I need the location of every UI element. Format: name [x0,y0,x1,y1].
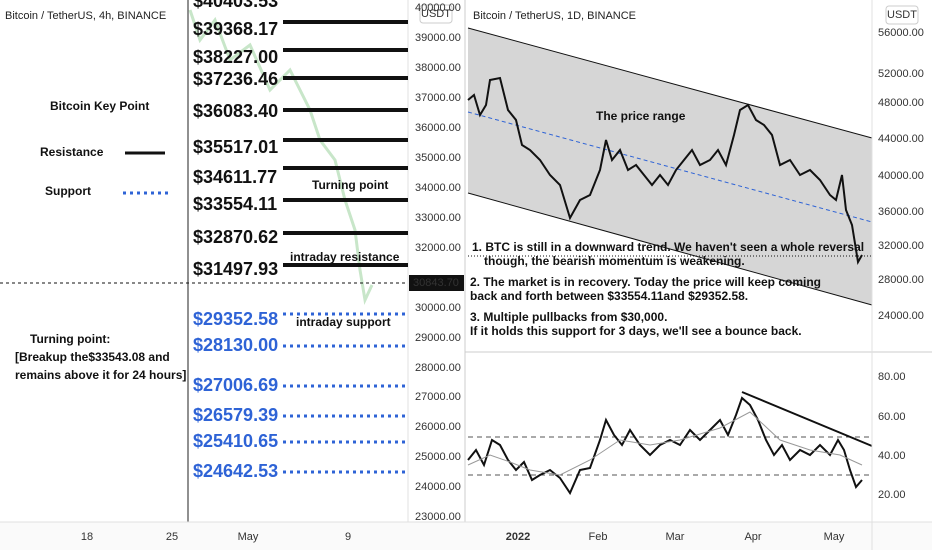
y-tick-label: 33000.00 [415,212,461,224]
resistance-level: $35517.01 [193,137,278,157]
y-tick-label: 44000.00 [878,133,924,145]
turning-note: Turning point: [30,332,110,346]
note-line: 1. BTC is still in a downward trend. We … [472,240,864,254]
y-tick-label: 40000.00 [415,2,461,14]
y-tick-label: 23000.00 [415,511,461,523]
x-tick-label: Apr [744,531,761,543]
y-tick-label: 28000.00 [415,362,461,374]
indicator-line [467,396,863,496]
resistance-level: $32870.62 [193,227,278,247]
legend-title: Bitcoin Key Point [50,99,149,113]
resistance-level: $34611.77 [193,167,277,187]
support-level: $25410.65 [193,431,278,451]
price-channel [468,28,872,305]
resistance-level: $33554.11 [193,194,277,214]
x-tick-label: 25 [166,531,178,543]
axis-unit: USDT [421,8,451,20]
x-tick-label: Feb [589,531,608,543]
y-tick-label: 37000.00 [415,92,461,104]
resistance-level: $37236.46 [193,69,278,89]
channel-top [467,27,873,139]
y-tick-label: 38000.00 [415,62,461,74]
y-tick-label: 35000.00 [415,152,461,164]
note-line: If it holds this support for 3 days, we'… [470,324,802,338]
chart-header: Bitcoin / TetherUS, 1D, BINANCE [473,10,636,22]
channel-bottom [467,192,873,306]
y-tick-label: 48000.00 [878,97,924,109]
support-level: $24642.53 [193,461,278,481]
range-label: The price range [596,109,686,123]
note-line: back and forth between $33554.11and $293… [470,289,748,303]
legend-resistance: Resistance [40,145,104,159]
support-level: $26579.39 [193,405,278,425]
note-line: 3. Multiple pullbacks from $30,000. [470,310,667,324]
resistance-level: $38227.00 [193,47,278,67]
y-tick-label: 39000.00 [415,32,461,44]
y-tick-label: 40000.00 [878,170,924,182]
unit-box [419,4,453,24]
x-tick-label: 9 [345,531,351,543]
support-level: $27006.69 [193,375,278,395]
resistance-level: $40403.53 [193,0,278,11]
y-tick-label: 25000.00 [415,451,461,463]
annotation: Turning point [312,178,388,192]
resistance-level: $31497.93 [193,259,278,279]
turning-note: [Breakup the$33543.08 and [15,350,170,364]
y-tick-label: 29000.00 [415,332,461,344]
x-tick-label: 2022 [506,531,530,543]
resistance-level: $39368.17 [193,19,278,39]
indicator-tick-label: 20.00 [878,489,906,501]
y-tick-label: 32000.00 [415,242,461,254]
y-tick-label: 32000.00 [878,240,924,252]
y-tick-label: 30000.00 [415,302,461,314]
resistance-level: $36083.40 [193,101,278,121]
indicator-average [467,411,863,476]
turning-note: remains above it for 24 hours] [15,368,186,382]
annotation: intraday support [296,315,391,329]
y-tick-label: 56000.00 [878,27,924,39]
x-tick-label: May [824,531,845,543]
legend-support: Support [45,184,91,198]
time-axis [0,522,932,550]
annotation: intraday resistance [290,250,400,264]
current-price-box [409,275,464,291]
indicator-tick-label: 40.00 [878,450,906,462]
support-level: $28130.00 [193,335,278,355]
x-tick-label: May [238,531,259,543]
unit-box [885,5,919,25]
price-line [467,76,863,265]
y-tick-label: 27000.00 [415,391,461,403]
current-price: 30843.70 [413,277,459,289]
y-tick-label: 34000.00 [415,182,461,194]
y-tick-label: 26000.00 [415,421,461,433]
indicator-tick-label: 60.00 [878,411,906,423]
indicator-trendline [741,391,873,447]
support-level: $29352.58 [193,309,278,329]
x-tick-label: 18 [81,531,93,543]
indicator-tick-label: 80.00 [878,371,906,383]
note-line: though, the bearish momentum is weakenin… [484,254,745,268]
y-tick-label: 52000.00 [878,68,924,80]
y-tick-label: 24000.00 [878,310,924,322]
y-tick-label: 28000.00 [878,274,924,286]
x-tick-label: Mar [666,531,685,543]
y-tick-label: 36000.00 [878,206,924,218]
y-tick-label: 36000.00 [415,122,461,134]
y-tick-label: 24000.00 [415,481,461,493]
note-line: 2. The market is in recovery. Today the … [470,275,821,289]
chart-header: Bitcoin / TetherUS, 4h, BINANCE [5,10,166,22]
axis-unit: USDT [887,9,917,21]
